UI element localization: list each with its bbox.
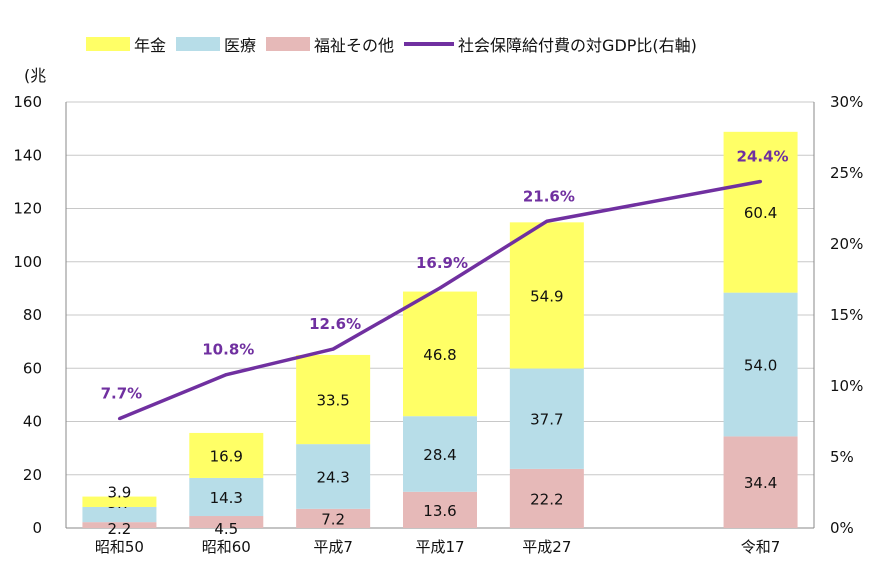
y2-tick-label: 15% [830,306,863,324]
gdp-ratio-line [118,179,761,421]
gdp-ratio-point [331,347,335,351]
y-tick-label: 40 [23,413,42,431]
bar-value-label: 28.4 [423,446,456,464]
gdp-ratio-point [438,286,442,290]
x-tick-label: 平成17 [415,538,464,556]
bar-segment-0 [723,436,798,528]
bar-segment-1 [189,477,264,517]
bar-value-label: 54.9 [530,287,563,305]
gdp-ratio-label: 7.7% [101,385,143,403]
legend-color-swatch [176,37,221,51]
bar-value-label: 4.5 [214,520,238,538]
y-tick-label: 60 [23,359,42,377]
x-tick-label: 平成7 [313,538,353,556]
y2-tick-label: 20% [830,235,863,253]
bar-segment-2 [403,291,477,417]
legend-label: 社会保障給付費の対GDP比(右軸) [458,36,697,55]
y-axis-unit-label: (兆 [24,66,47,85]
bar-segment-2 [296,354,371,445]
bar-value-label: 2.2 [107,520,131,538]
y2-tick-label: 25% [830,164,863,182]
legend-label: 年金 [134,36,167,55]
gdp-ratio-point [759,180,763,184]
gdp-ratio-point [545,219,549,223]
x-tick-label: 平成27 [522,538,571,556]
y2-tick-label: 30% [830,93,863,111]
gdp-ratio-label: 12.6% [309,315,361,333]
y-tick-label: 100 [13,253,42,271]
bar-segment-1 [296,444,371,509]
bar-segment-1 [403,416,477,492]
bar-segment-1 [509,368,584,469]
x-tick-label: 令和7 [741,538,781,556]
bar-value-label: 34.4 [744,474,777,492]
bar-value-label: 3.9 [107,484,131,502]
legend-item: 社会保障給付費の対GDP比(右軸) [404,32,697,56]
legend-color-swatch [266,37,311,51]
y-tick-label: 160 [13,93,42,111]
bar-value-label: 14.3 [210,489,243,507]
gdp-ratio-point [224,373,228,377]
y-tick-label: 0 [32,519,42,537]
bar-segment-1 [723,292,798,437]
gdp-ratio-point [117,417,121,421]
y2-tick-label: 10% [830,377,863,395]
bar-value-label: 37.7 [530,411,563,429]
bar-segment-0 [509,468,584,528]
legend-color-swatch [86,37,130,51]
bar-value-label: 16.9 [210,447,243,465]
bar-value-label: 33.5 [316,392,349,410]
bar-segment-0 [296,508,371,528]
bar-segment-2 [189,432,264,478]
bar-value-label: 22.2 [530,490,563,508]
bar-segment-0 [189,516,264,528]
y-tick-label: 20 [23,466,42,484]
bar-segment-2 [509,222,584,369]
bar-segment-2 [723,131,798,293]
bar-value-label: 46.8 [423,346,456,364]
legend-label: 福祉その他 [314,36,395,55]
bar-value-label: 13.6 [423,502,456,520]
legend-line-swatch [404,42,455,46]
legend-item: 年金 [86,32,166,56]
chart-legend: 年金 医療 福祉その他 社会保障給付費の対GDP比(右軸) [86,32,707,56]
bar-value-label: 7.2 [321,510,345,528]
y-tick-label: 120 [13,200,42,218]
bar-segment-1 [82,506,157,523]
bar-value-label: 60.4 [744,204,777,222]
y2-tick-label: 5% [830,448,854,466]
bar-value-label: 24.3 [316,468,349,486]
legend-label: 医療 [224,36,257,55]
bar-segment-2 [82,496,157,507]
gdp-ratio-label: 21.6% [523,187,575,205]
y-tick-label: 140 [13,146,42,164]
bar-value-label: 54.0 [744,357,777,375]
gdp-ratio-label: 16.9% [416,254,468,272]
gdp-ratio-label: 10.8% [202,341,254,359]
legend-item: 医療 [176,32,256,56]
gdp-ratio-label: 24.4% [737,148,789,166]
y-tick-label: 80 [23,306,42,324]
bar-segment-0 [82,522,157,528]
legend-item: 福祉その他 [266,32,394,56]
y2-tick-label: 0% [830,519,854,537]
bar-segment-0 [403,491,477,528]
x-tick-label: 昭和60 [202,538,251,556]
x-tick-label: 昭和50 [95,538,144,556]
